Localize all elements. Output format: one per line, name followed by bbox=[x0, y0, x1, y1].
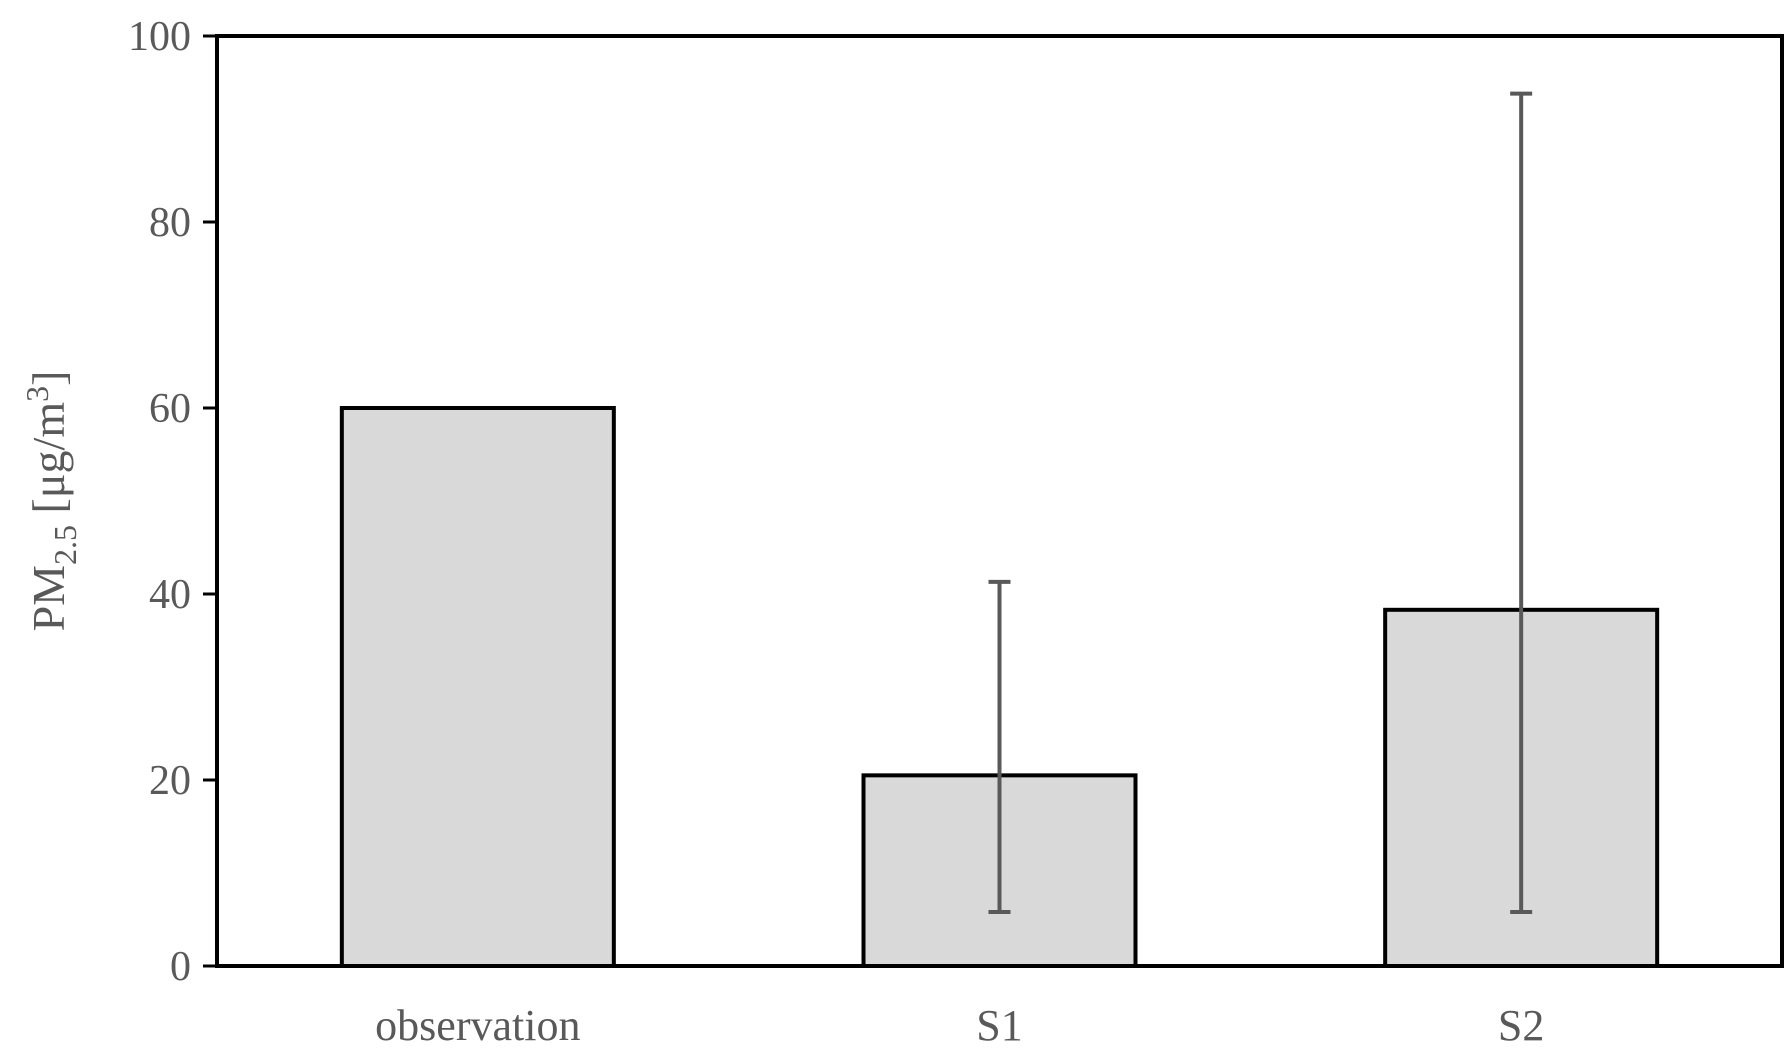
y-axis-title-unit-suffix: ] bbox=[23, 371, 74, 386]
y-tick-label-40: 40 bbox=[149, 572, 191, 618]
y-tick-label-100: 100 bbox=[128, 14, 191, 60]
error-bars-group bbox=[988, 91, 1533, 915]
y-axis-title-unit-superscript: 3 bbox=[19, 386, 55, 402]
y-axis-title-subscript: 2.5 bbox=[47, 525, 83, 565]
error-bar-S2 bbox=[1510, 91, 1533, 915]
x-axis-labels: observation S1 S2 bbox=[375, 1001, 1544, 1050]
x-category-label-S2: S2 bbox=[1498, 1001, 1544, 1050]
x-category-label-S1: S1 bbox=[976, 1001, 1022, 1050]
x-category-label-observation: observation bbox=[375, 1001, 580, 1050]
plot-frame bbox=[215, 34, 1784, 968]
y-axis-title-main: PM bbox=[23, 565, 74, 631]
y-tick-label-80: 80 bbox=[149, 200, 191, 246]
error-bar-S1 bbox=[988, 579, 1011, 915]
y-tick-label-20: 20 bbox=[149, 758, 191, 804]
y-axis-ticks: 0 20 40 60 80 100 bbox=[128, 14, 217, 990]
y-axis-title: PM2.5 [μg/m3] bbox=[19, 371, 83, 632]
y-axis-title-unit-prefix: [μg/m bbox=[23, 402, 74, 525]
y-tick-label-60: 60 bbox=[149, 386, 191, 432]
y-tick-label-0: 0 bbox=[170, 944, 191, 990]
bar-observation bbox=[339, 406, 616, 968]
